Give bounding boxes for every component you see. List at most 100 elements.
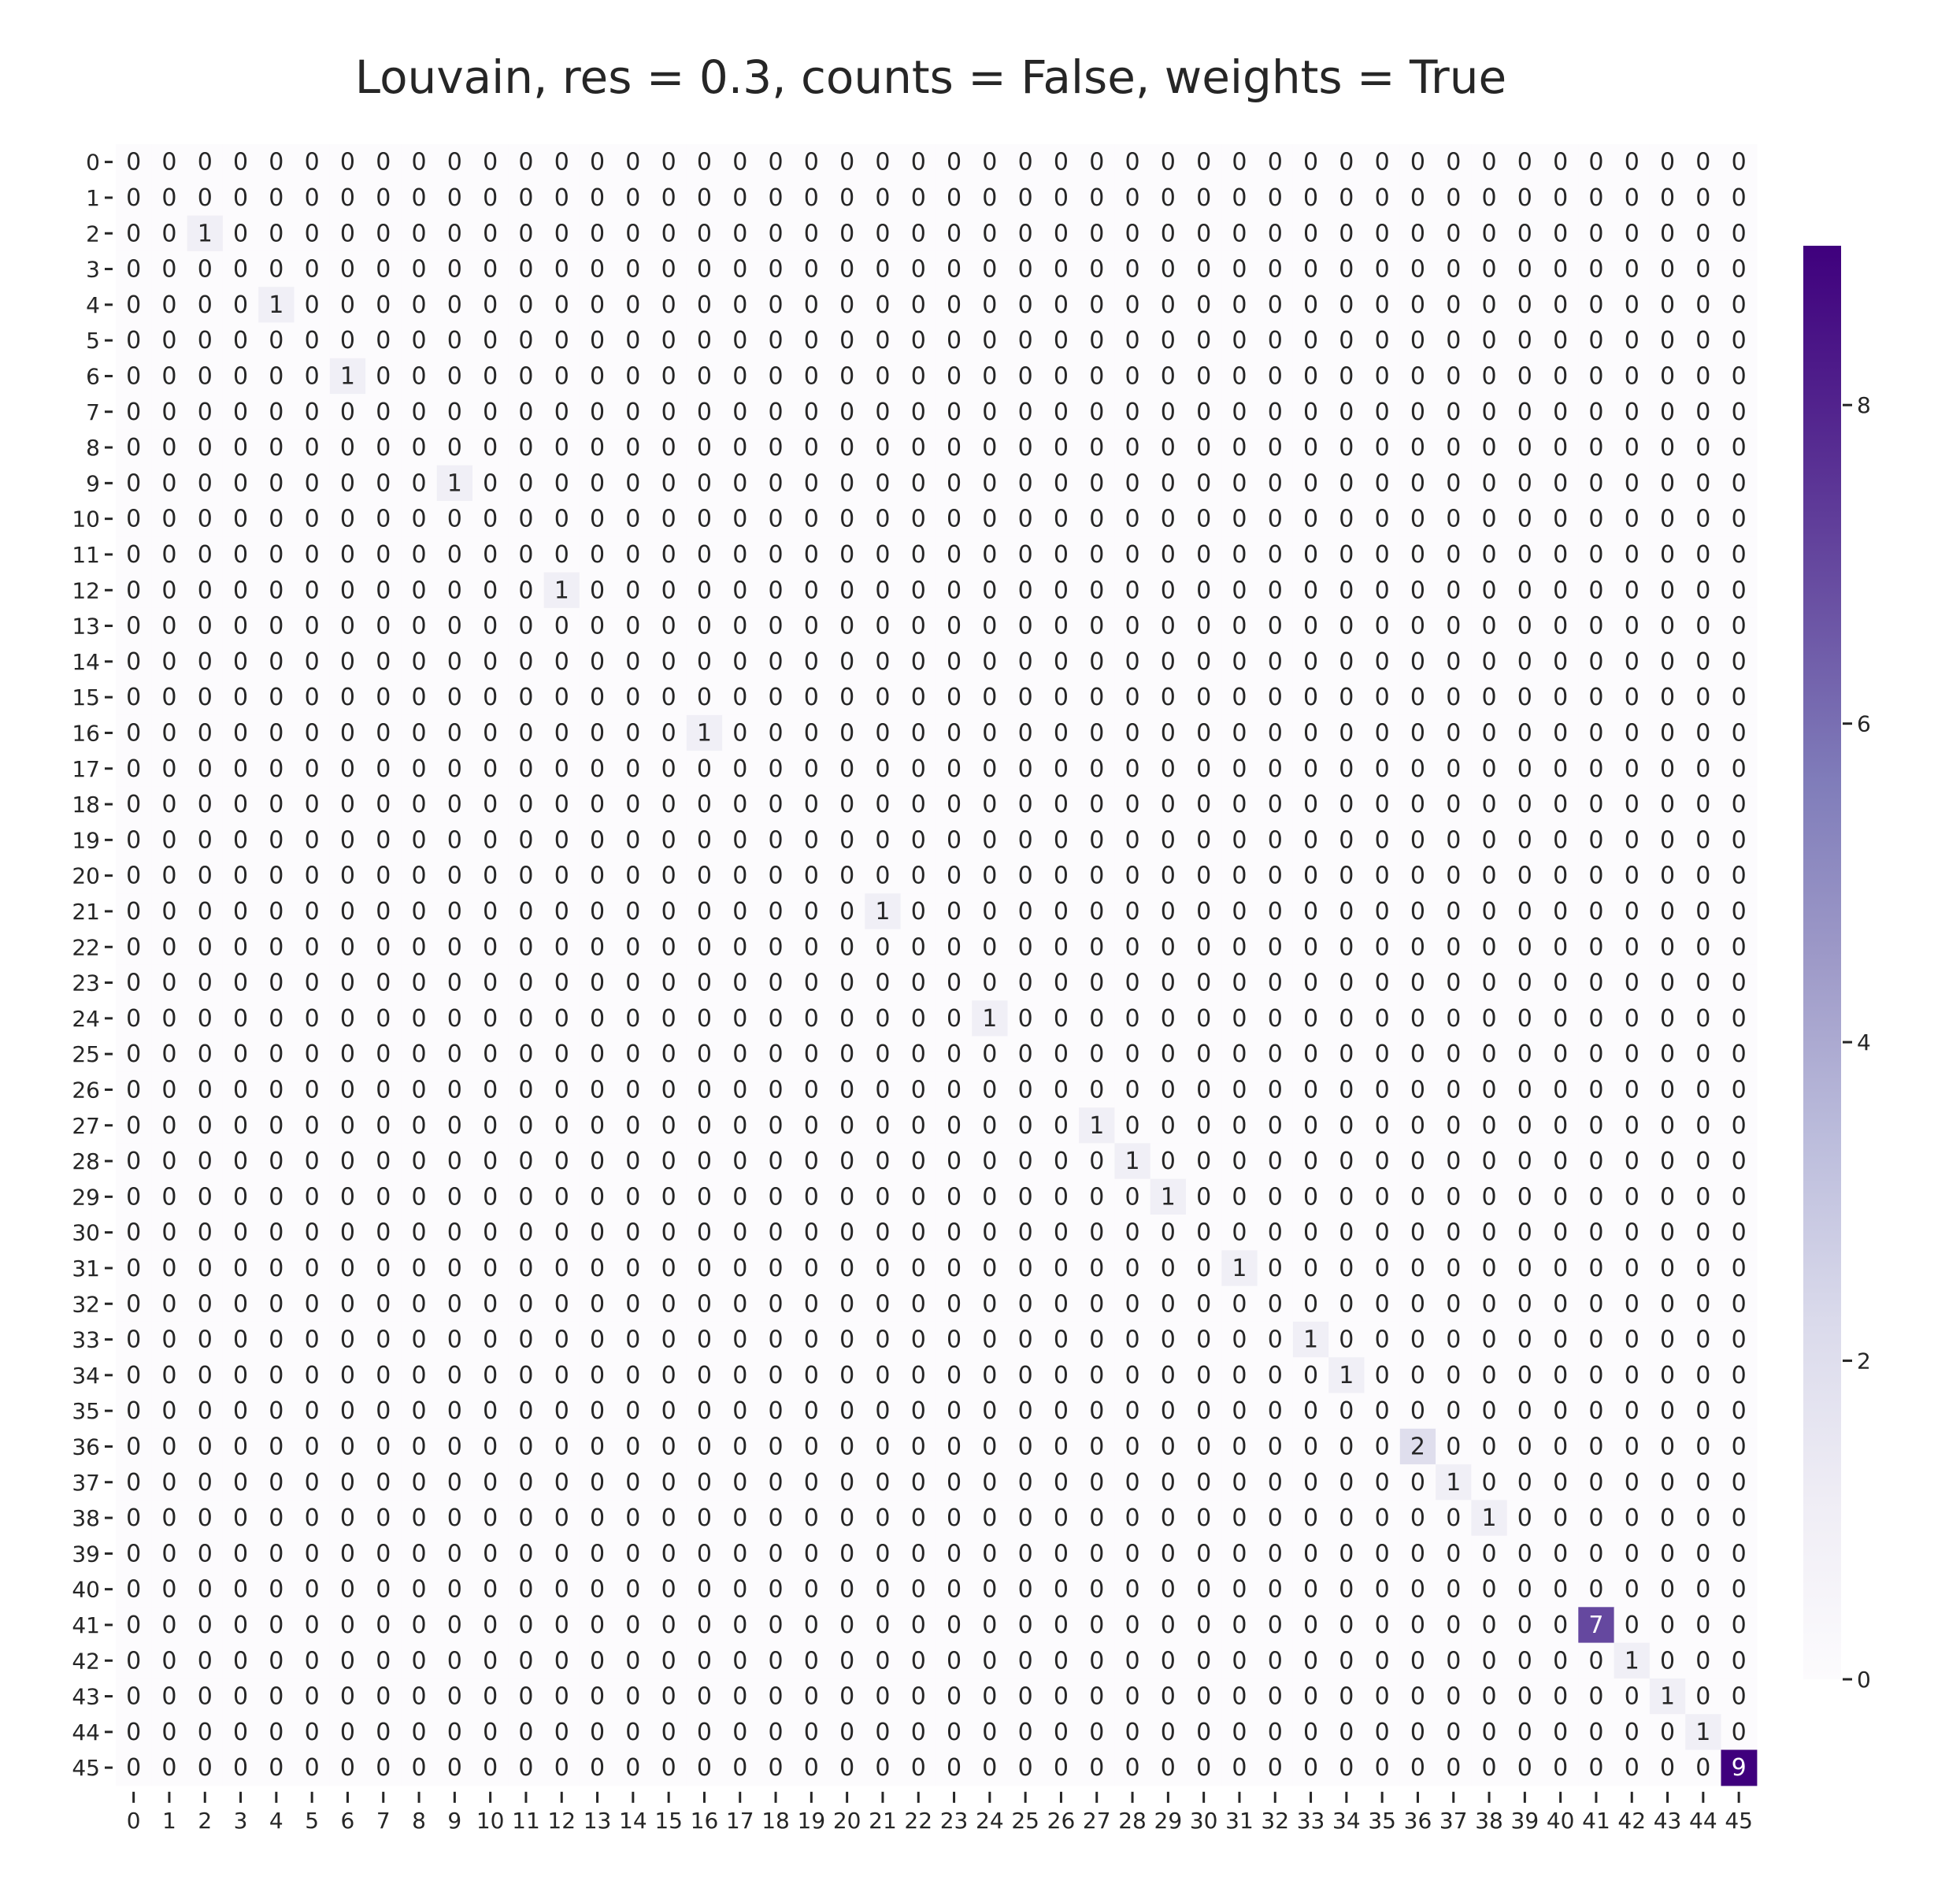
cell-value-label: 0 xyxy=(1196,541,1211,569)
heatmap-cell xyxy=(1649,429,1686,466)
cell-value-label: 0 xyxy=(161,684,176,711)
cell-value-label: 0 xyxy=(1268,434,1283,462)
cell-value-label: 0 xyxy=(1446,1219,1461,1247)
heatmap-cell xyxy=(1578,536,1615,573)
heatmap-cell xyxy=(1079,215,1115,252)
cell-value-label: 0 xyxy=(518,1719,533,1746)
heatmap-cell xyxy=(1043,394,1080,430)
heatmap-cell xyxy=(187,572,224,609)
cell-value-label: 0 xyxy=(161,898,176,926)
cell-value-label: 0 xyxy=(233,434,248,462)
cell-value-label: 0 xyxy=(911,1433,926,1460)
heatmap-cell xyxy=(1328,358,1365,395)
cell-value-label: 0 xyxy=(1089,541,1104,569)
cell-value-label: 0 xyxy=(340,1076,355,1104)
cell-value-label: 0 xyxy=(1018,1255,1033,1282)
heatmap-cell xyxy=(615,394,652,430)
cell-value-label: 0 xyxy=(340,1148,355,1175)
cell-value-label: 0 xyxy=(1125,1183,1140,1211)
cell-value-label: 0 xyxy=(1375,291,1390,319)
cell-value-label: 0 xyxy=(1196,1183,1211,1211)
cell-value-label: 0 xyxy=(233,1076,248,1104)
cell-value-label: 0 xyxy=(1517,1041,1532,1068)
cell-value-label: 0 xyxy=(839,469,854,497)
cell-value-label: 0 xyxy=(305,1647,320,1675)
heatmap-cell xyxy=(1399,215,1436,252)
cell-value-label: 0 xyxy=(1732,1576,1747,1604)
cell-value-label: 0 xyxy=(982,362,997,390)
cell-value-label: 0 xyxy=(1517,541,1532,569)
cell-value-label: 0 xyxy=(305,434,320,462)
cell-value-label: 0 xyxy=(661,1719,676,1746)
heatmap-cell xyxy=(1114,501,1151,537)
cell-value-label: 0 xyxy=(1339,469,1354,497)
cell-value-label: 0 xyxy=(447,1754,462,1782)
cell-value-label: 0 xyxy=(1161,220,1176,247)
cell-value-label: 0 xyxy=(161,399,176,426)
cell-value-label: 0 xyxy=(625,469,640,497)
cell-value-label: 0 xyxy=(839,791,854,818)
heatmap-cell xyxy=(1257,322,1294,359)
cell-value-label: 0 xyxy=(447,1612,462,1639)
cell-value-label: 0 xyxy=(1161,1433,1176,1460)
heatmap-cell xyxy=(365,536,402,573)
cell-value-label: 0 xyxy=(198,933,213,961)
cell-value-label: 0 xyxy=(1588,1469,1603,1497)
heatmap-cell xyxy=(1150,215,1187,252)
heatmap-cell xyxy=(900,250,937,287)
cell-value-label: 0 xyxy=(1625,1469,1640,1497)
cell-value-label: 0 xyxy=(412,613,427,640)
cell-value-label: 0 xyxy=(1695,970,1710,997)
cell-value-label: 0 xyxy=(804,684,819,711)
heatmap-cell xyxy=(508,501,545,537)
cell-value-label: 0 xyxy=(305,684,320,711)
cell-value-label: 0 xyxy=(804,1397,819,1425)
cell-value-label: 0 xyxy=(1303,220,1318,247)
cell-value-label: 0 xyxy=(1339,220,1354,247)
cell-value-label: 0 xyxy=(1161,648,1176,676)
cell-value-label: 1 xyxy=(1089,1112,1104,1140)
cell-value-label: 0 xyxy=(769,541,784,569)
cell-value-label: 0 xyxy=(1660,220,1675,247)
cell-value-label: 0 xyxy=(518,469,533,497)
x-tick-label: 39 xyxy=(1511,1808,1539,1834)
cell-value-label: 0 xyxy=(233,1754,248,1782)
cell-value-label: 0 xyxy=(1625,1255,1640,1282)
cell-value-label: 0 xyxy=(1410,648,1425,676)
cell-value-label: 0 xyxy=(1339,1397,1354,1425)
cell-value-label: 0 xyxy=(340,1504,355,1532)
cell-value-label: 0 xyxy=(875,1469,890,1497)
heatmap-cell xyxy=(1150,536,1187,573)
y-tick-label: 31 xyxy=(72,1256,100,1282)
cell-value-label: 0 xyxy=(1732,149,1747,176)
cell-value-label: 0 xyxy=(518,399,533,426)
cell-value-label: 0 xyxy=(447,1576,462,1604)
cell-value-label: 0 xyxy=(1054,220,1069,247)
x-tick-label: 3 xyxy=(234,1808,248,1834)
cell-value-label: 0 xyxy=(697,1754,712,1782)
cell-value-label: 0 xyxy=(1732,577,1747,604)
cell-value-label: 0 xyxy=(804,1112,819,1140)
cell-value-label: 0 xyxy=(1695,719,1710,747)
cell-value-label: 0 xyxy=(340,1362,355,1389)
cell-value-label: 0 xyxy=(1410,1148,1425,1175)
cell-value-label: 0 xyxy=(412,1183,427,1211)
heatmap-cell xyxy=(1257,536,1294,573)
cell-value-label: 0 xyxy=(447,149,462,176)
cell-value-label: 0 xyxy=(982,1362,997,1389)
cell-value-label: 0 xyxy=(1018,1683,1033,1711)
cell-value-label: 0 xyxy=(1054,970,1069,997)
cell-value-label: 0 xyxy=(518,362,533,390)
cell-value-label: 0 xyxy=(1732,184,1747,212)
cell-value-label: 0 xyxy=(1232,1076,1247,1104)
cell-value-label: 0 xyxy=(1125,862,1140,890)
cell-value-label: 0 xyxy=(1517,1504,1532,1532)
cell-value-label: 0 xyxy=(732,469,747,497)
heatmap-cell xyxy=(865,215,902,252)
cell-value-label: 0 xyxy=(697,1326,712,1354)
cell-value-label: 0 xyxy=(447,184,462,212)
x-tick-label: 29 xyxy=(1154,1808,1183,1834)
heatmap-cell xyxy=(1436,501,1472,537)
cell-value-label: 0 xyxy=(1303,1397,1318,1425)
cell-value-label: 0 xyxy=(1695,1683,1710,1711)
